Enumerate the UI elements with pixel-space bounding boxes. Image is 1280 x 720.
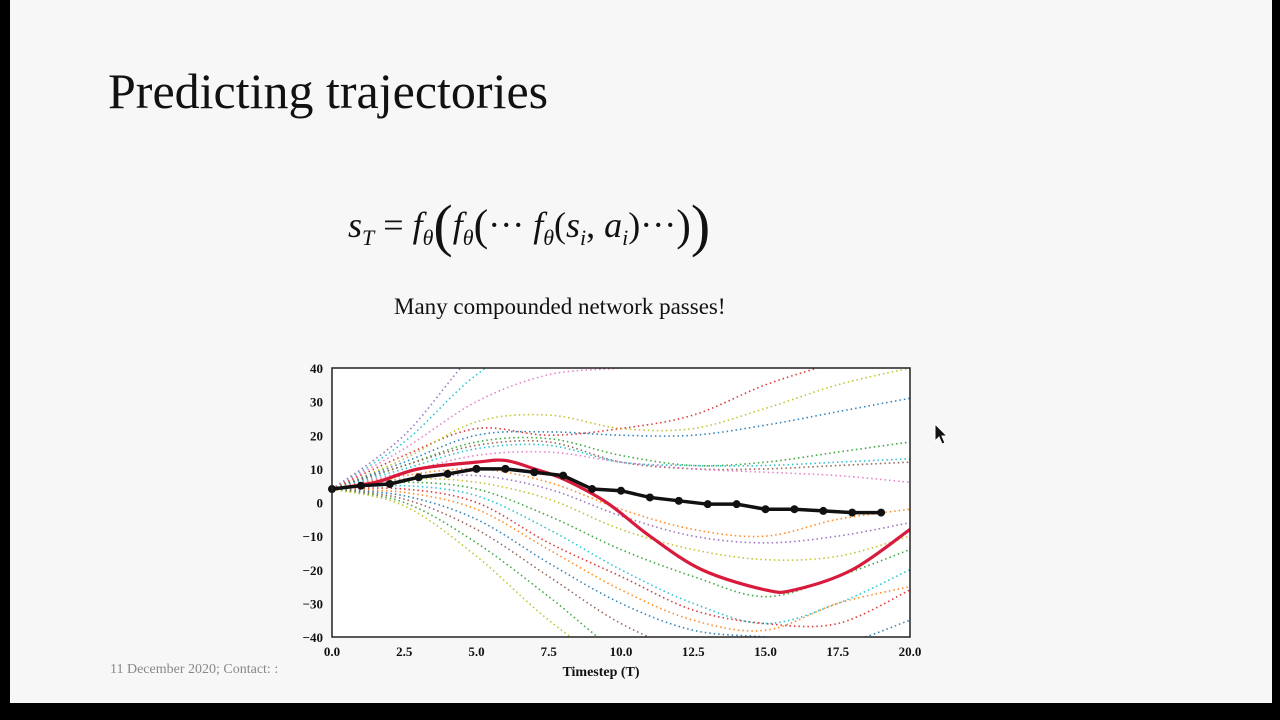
y-tick-label: 10 [310,462,323,477]
observed-point [356,481,365,490]
plot-frame [331,367,911,638]
observed-point [414,473,423,482]
observed-point [617,486,625,495]
sample-trajectory-13 [332,481,910,598]
observed-point [877,508,886,517]
predicted-trajectory [332,458,910,595]
y-tick-label: 0 [317,496,324,511]
observed-point [703,500,712,509]
plot-area [332,368,910,637]
sample-trajectory-4 [332,368,910,490]
x-tick-label: 12.5 [682,644,705,659]
observed-point [472,464,481,473]
x-tick-label: 2.5 [396,644,413,659]
observed-point [819,506,828,515]
y-tick-label: 20 [310,428,323,443]
x-axis-label: Timestep (T) [562,665,639,680]
sample-trajectory-14 [332,484,910,625]
observed-trajectory [331,467,882,515]
subtitle: Many compounded network passes! [394,294,726,319]
observed-point [732,500,741,509]
x-tick-label: 20.0 [899,644,922,659]
x-tick-label: 15.0 [754,644,777,659]
x-tick-label: 10.0 [610,644,633,659]
sample-trajectory-10 [332,467,910,538]
observed-point [848,508,857,517]
observed-point [761,505,770,514]
y-tick-label: 40 [310,361,323,376]
sample-trajectory-6 [332,436,910,490]
formula: sT = fθ(fθ(··· fθ(si, ai)···)) [348,193,711,258]
sample-trajectory-2 [332,368,630,490]
observed-point [645,493,654,502]
y-tick-label: −10 [303,529,323,544]
x-tick-label: 17.5 [826,644,849,659]
x-tick-label: 7.5 [541,644,558,659]
footer: 11 December 2020; Contact: : [110,662,279,677]
observed-point [443,469,452,478]
observed-point [790,505,799,514]
sample-trajectory-0 [332,368,462,490]
observed-point [559,471,568,480]
observed-point [588,485,597,494]
y-tick-label: −40 [303,630,323,645]
observed-point [501,464,510,473]
observed-point [530,468,539,477]
y-tick-label: −30 [303,596,323,611]
slide-title: Predicting trajectories [108,63,549,119]
sample-trajectory-9 [332,450,910,490]
sample-trajectory-15 [332,487,910,628]
y-tick-label: −20 [303,563,323,578]
cursor-icon [934,423,949,445]
sample-trajectory-17 [332,488,910,637]
y-tick-label: 30 [310,395,323,410]
observed-point [674,496,683,505]
x-tick-label: 5.0 [468,644,484,659]
observed-point [385,480,394,489]
sample-trajectory-5 [332,397,910,490]
sample-trajectory-12 [332,477,910,561]
x-tick-label: 0.0 [324,644,340,659]
trajectory-chart: 0.0 2.5 5.0 7.5 10.0 12.5 15.0 17.5 20.0 40 30 20 10… [303,361,922,680]
